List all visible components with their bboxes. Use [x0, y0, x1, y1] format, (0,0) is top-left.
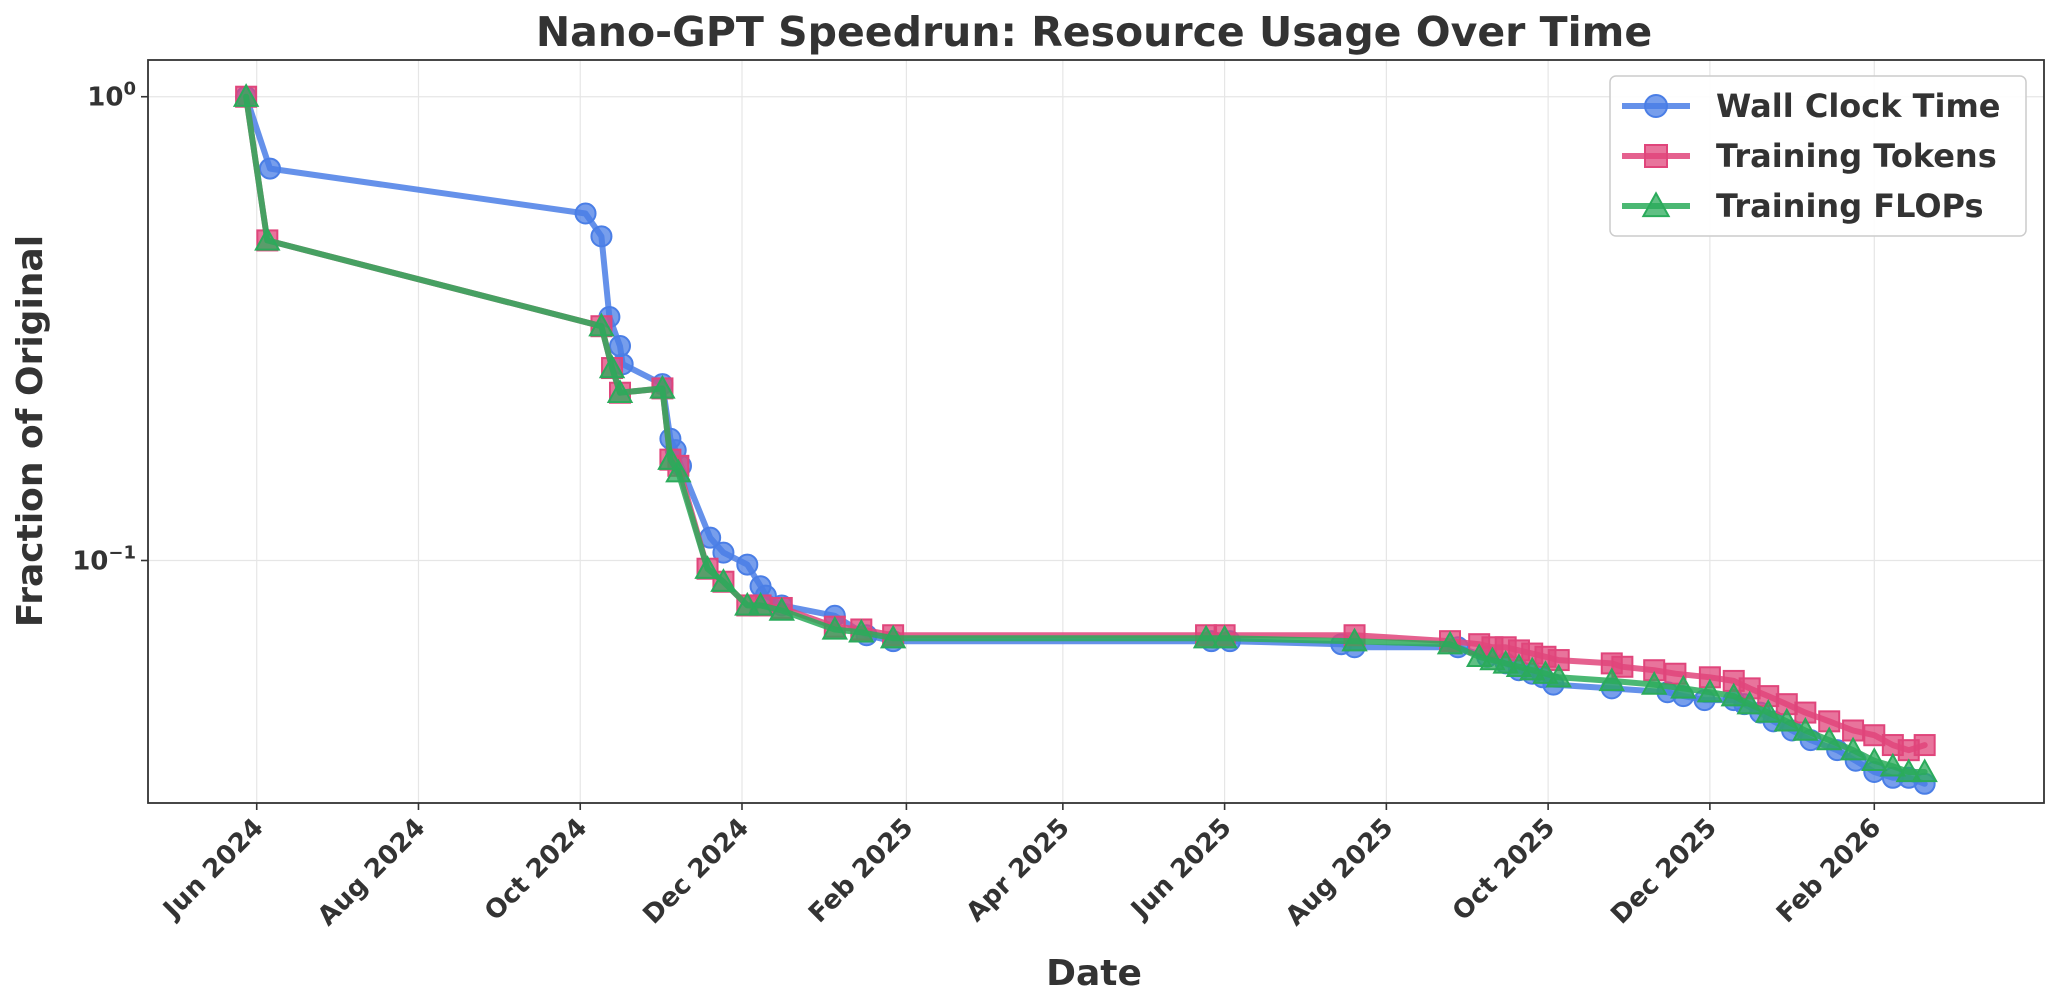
x-tick-label: Dec 2025 [1605, 813, 1722, 930]
data-point [1611, 655, 1634, 678]
y-axis-label: Fraction of Original [10, 235, 51, 627]
data-point [1664, 662, 1687, 685]
data-point [1913, 734, 1936, 757]
series-layer [232, 83, 1938, 795]
data-point [1895, 758, 1922, 783]
series-training-flops [232, 83, 1938, 783]
legend: Wall Clock Time Training Tokens Training F… [1609, 75, 2027, 237]
data-point [1736, 690, 1763, 715]
x-tick-label: Aug 2024 [312, 813, 431, 932]
data-point [1755, 699, 1782, 723]
data-point [590, 225, 613, 248]
data-point [258, 157, 281, 180]
data-point [747, 591, 774, 616]
data-point [1192, 624, 1220, 649]
x-tick-label: Oct 2025 [1447, 813, 1561, 927]
data-point [1211, 624, 1238, 649]
legend-marker [1641, 191, 1671, 218]
y-tick-label: 100 [87, 79, 136, 113]
data-point [232, 83, 260, 107]
data-point [588, 312, 615, 337]
data-point [649, 374, 676, 399]
data-point [1773, 707, 1800, 732]
x-tick-label: Jun 2025 [1124, 813, 1237, 926]
y-tick-exponent: −1 [108, 543, 136, 564]
data-point [574, 202, 597, 225]
data-point [848, 618, 875, 643]
legend-label: Training FLOPs [1716, 187, 1983, 225]
y-tick-base: 10 [72, 547, 108, 577]
data-point [1640, 671, 1668, 695]
data-point [879, 624, 907, 649]
chart-title: Nano-GPT Speedrun: Resource Usage Over T… [536, 8, 1652, 56]
legend-marker [1644, 94, 1668, 118]
x-tick-label: Dec 2024 [638, 813, 755, 930]
plot-frame [147, 59, 2045, 804]
data-point [1839, 736, 1867, 761]
data-point [1879, 752, 1907, 777]
data-point [665, 458, 692, 483]
data-point [1341, 627, 1368, 652]
data-point [712, 541, 735, 564]
data-point [1598, 667, 1625, 692]
data-point [1696, 678, 1724, 703]
data-point [606, 379, 634, 403]
x-tick-label: Jun 2024 [156, 813, 269, 926]
data-point [1436, 630, 1464, 655]
y-tick-exponent: 0 [123, 79, 136, 100]
y-tick-base: 10 [87, 83, 123, 113]
legend-label: Wall Clock Time [1716, 87, 2001, 125]
x-tick-layer: Jun 2024 Aug 2024 Oct 2024 Dec 2024 Feb 2025… [156, 803, 1887, 932]
y-tick-label: 10−1 [72, 543, 136, 577]
legend-marker [1644, 144, 1668, 168]
data-point [1863, 724, 1886, 747]
data-point [1911, 758, 1938, 783]
legend-label: Training Tokens [1716, 137, 1997, 175]
data-point [1545, 663, 1572, 688]
data-point [1861, 747, 1888, 771]
data-point [736, 553, 759, 576]
data-point [609, 335, 632, 358]
x-tick-label: Apr 2025 [961, 813, 1076, 928]
data-point [254, 226, 281, 251]
x-axis-label: Date [1046, 953, 1142, 994]
data-point [1720, 682, 1747, 707]
x-tick-label: Feb 2025 [803, 813, 919, 929]
data-point [1670, 674, 1697, 699]
data-point [821, 615, 849, 640]
x-tick-label: Oct 2024 [479, 813, 593, 927]
data-point [710, 568, 737, 592]
data-point [1792, 716, 1819, 741]
data-point [694, 555, 721, 579]
x-tick-label: Aug 2025 [1280, 813, 1399, 932]
x-tick-label: Feb 2026 [1771, 813, 1887, 929]
data-point [598, 354, 626, 379]
data-point [768, 596, 795, 621]
data-point [1816, 726, 1843, 751]
legend-box [1609, 75, 2027, 237]
